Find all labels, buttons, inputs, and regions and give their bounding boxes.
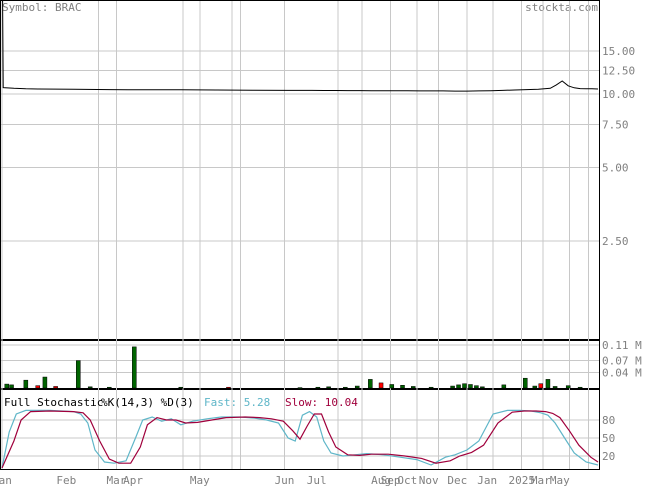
volume-bar bbox=[107, 386, 112, 389]
volume-bar bbox=[42, 376, 48, 389]
volume-bar bbox=[178, 386, 184, 389]
fast-line bbox=[1, 409, 599, 469]
volume-bar bbox=[462, 383, 467, 389]
volume-bar bbox=[428, 386, 434, 389]
grid-lines bbox=[1, 1, 599, 469]
volume-bar bbox=[378, 382, 384, 389]
volume-bar bbox=[389, 384, 395, 389]
price-tick-label: 5.00 bbox=[602, 161, 629, 174]
stochastic-series bbox=[1, 409, 599, 469]
price-tick-label: 7.50 bbox=[602, 118, 629, 131]
x-tick-label: Mar bbox=[106, 474, 126, 486]
price-line bbox=[2, 0, 599, 92]
x-tick-label: Jun bbox=[275, 474, 295, 486]
volume-tick-label: 0.11 M bbox=[602, 339, 642, 352]
price-series bbox=[2, 0, 599, 92]
stoch-slow-value: Slow: 10.04 bbox=[285, 396, 358, 409]
volume-bar bbox=[565, 385, 571, 389]
stochastic-panel bbox=[0, 389, 600, 470]
stoch-params: %K(14,3) %D(3) bbox=[101, 396, 194, 409]
volume-bar bbox=[523, 377, 528, 389]
volume-bar bbox=[87, 386, 93, 389]
volume-bar bbox=[456, 384, 461, 389]
x-tick-label: Sep bbox=[381, 474, 401, 486]
volume-bar bbox=[343, 386, 348, 389]
volume-tick-label: 0.04 M bbox=[602, 366, 642, 379]
stoch-tick-label: 20 bbox=[602, 450, 615, 463]
volume-bar bbox=[53, 386, 58, 389]
volume-bar bbox=[545, 379, 551, 389]
x-tick-label: May bbox=[550, 474, 570, 486]
x-tick-label: Mar bbox=[531, 474, 551, 486]
x-tick-label: 2025 bbox=[508, 474, 535, 486]
x-tick-label: Feb bbox=[56, 474, 76, 486]
stoch-fast-value: Fast: 5.28 bbox=[204, 396, 270, 409]
volume-bar bbox=[326, 386, 331, 389]
volume-bar bbox=[450, 385, 455, 389]
slow-line bbox=[1, 410, 599, 469]
price-tick-label: 2.50 bbox=[602, 235, 629, 248]
volume-bar bbox=[23, 379, 29, 389]
volume-bar bbox=[532, 385, 538, 389]
volume-series bbox=[4, 346, 583, 389]
price-tick-label: 10.00 bbox=[602, 88, 635, 101]
volume-bar bbox=[577, 386, 583, 389]
stoch-tick-label: 80 bbox=[602, 414, 615, 427]
volume-bar bbox=[76, 360, 81, 389]
volume-bar bbox=[4, 383, 10, 389]
volume-bar bbox=[226, 386, 231, 389]
volume-bar bbox=[354, 385, 360, 389]
volume-panel bbox=[0, 340, 600, 389]
volume-bar bbox=[35, 385, 41, 389]
price-tick-label: 12.50 bbox=[602, 64, 635, 77]
volume-bar bbox=[410, 386, 416, 389]
price-tick-label: 15.00 bbox=[602, 45, 635, 58]
volume-tick-label: 0.07 M bbox=[602, 355, 642, 368]
x-tick-label: Jul bbox=[307, 474, 327, 486]
volume-bar bbox=[468, 384, 473, 389]
x-tick-label: Nov bbox=[419, 474, 439, 486]
x-tick-label: May bbox=[190, 474, 210, 486]
volume-bar bbox=[132, 346, 137, 389]
volume-bar bbox=[538, 383, 544, 389]
volume-bar bbox=[9, 384, 14, 389]
volume-bar bbox=[315, 386, 321, 389]
price-panel bbox=[0, 0, 600, 340]
volume-bar bbox=[400, 385, 405, 389]
volume-bar bbox=[368, 379, 373, 389]
stoch-title: Full Stochastic bbox=[4, 396, 103, 409]
volume-bar bbox=[480, 386, 485, 389]
x-tick-label: Jan bbox=[0, 474, 12, 486]
x-tick-label: Apr bbox=[123, 474, 143, 486]
symbol-label: Symbol: BRAC bbox=[2, 1, 81, 14]
x-tick-label: Aug bbox=[371, 474, 391, 486]
x-tick-label: Jan bbox=[477, 474, 497, 486]
volume-bar bbox=[297, 387, 303, 389]
stoch-tick-label: 50 bbox=[602, 432, 615, 445]
volume-bar bbox=[552, 386, 558, 389]
x-tick-label: Oct bbox=[397, 474, 417, 486]
site-label: stockta.com bbox=[525, 1, 598, 14]
x-tick-label: Dec bbox=[447, 474, 467, 486]
volume-bar bbox=[474, 385, 479, 389]
volume-bar bbox=[501, 384, 507, 389]
axis-labels: 15.00 12.50 10.00 7.50 5.00 2.50 0.11 M 0.07 M0… bbox=[0, 45, 642, 486]
